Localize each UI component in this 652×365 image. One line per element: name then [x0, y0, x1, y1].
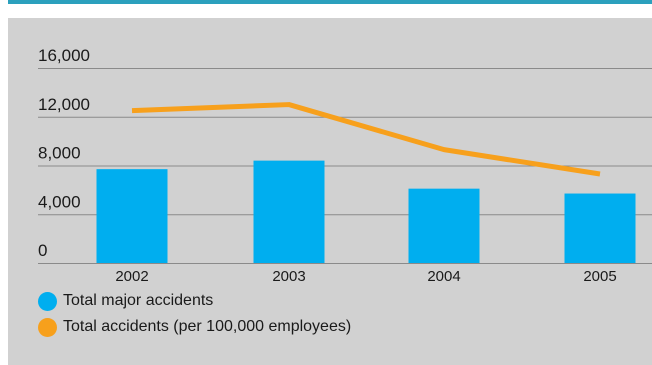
bar-2005: [564, 193, 636, 263]
y-tick-label: 16,000: [38, 46, 90, 65]
legend-swatch-blue: [38, 291, 57, 311]
bar-2003: [253, 160, 325, 263]
x-category-label: 2005: [583, 268, 616, 285]
legend-swatch-orange: [38, 317, 57, 337]
y-tick-label: 12,000: [38, 95, 90, 114]
x-category-label: 2002: [115, 268, 148, 285]
bar-2002: [96, 169, 168, 263]
x-category-label: 2003: [272, 268, 305, 285]
title-strip: [0, 0, 652, 18]
y-tick-label: 4,000: [38, 192, 81, 211]
bar-series: [96, 160, 636, 263]
y-tick-label: 0: [38, 241, 47, 260]
x-axis-category-labels: 2002 2003 2004 2005: [115, 268, 616, 285]
legend: Total major accidents Total accidents (p…: [38, 288, 351, 340]
line-series: [131, 102, 601, 177]
y-axis-tick-labels: 0 4,000 8,000 12,000 16,000: [38, 46, 90, 260]
x-category-label: 2004: [427, 268, 460, 285]
legend-item-major-accidents: Total major accidents: [38, 288, 351, 314]
left-frame: [0, 0, 8, 365]
legend-label-accidents-per-100000: Total accidents (per 100,000 employees): [63, 318, 352, 335]
top-rule: [0, 0, 652, 4]
y-tick-label: 8,000: [38, 144, 81, 163]
legend-label-major-accidents: Total major accidents: [63, 292, 214, 309]
legend-item-accidents-per-100000: Total accidents (per 100,000 employees): [38, 314, 351, 340]
bar-2004: [408, 188, 480, 263]
accident-rate-line: [131, 102, 601, 177]
